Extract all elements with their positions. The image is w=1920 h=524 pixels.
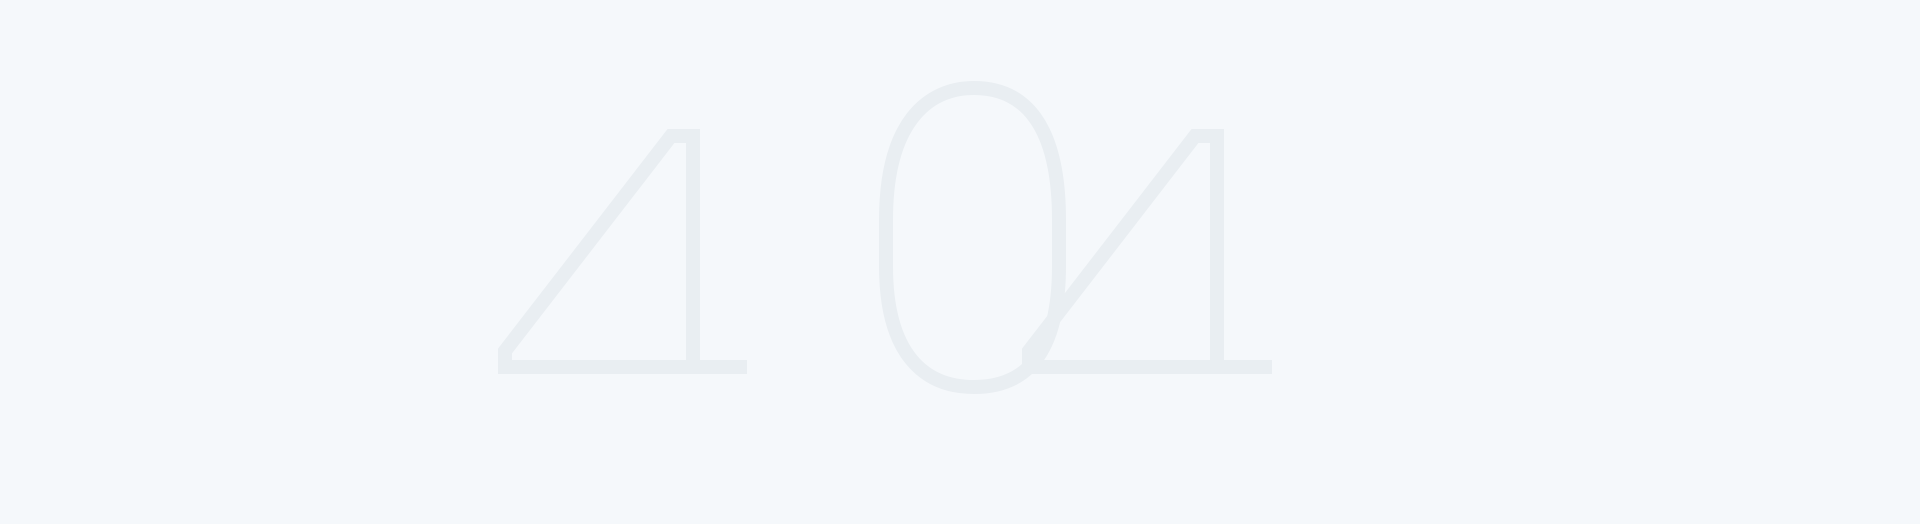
digit-zero (879, 80, 1066, 395)
digit-four-right (1022, 129, 1272, 374)
digit-four-left (498, 129, 747, 374)
